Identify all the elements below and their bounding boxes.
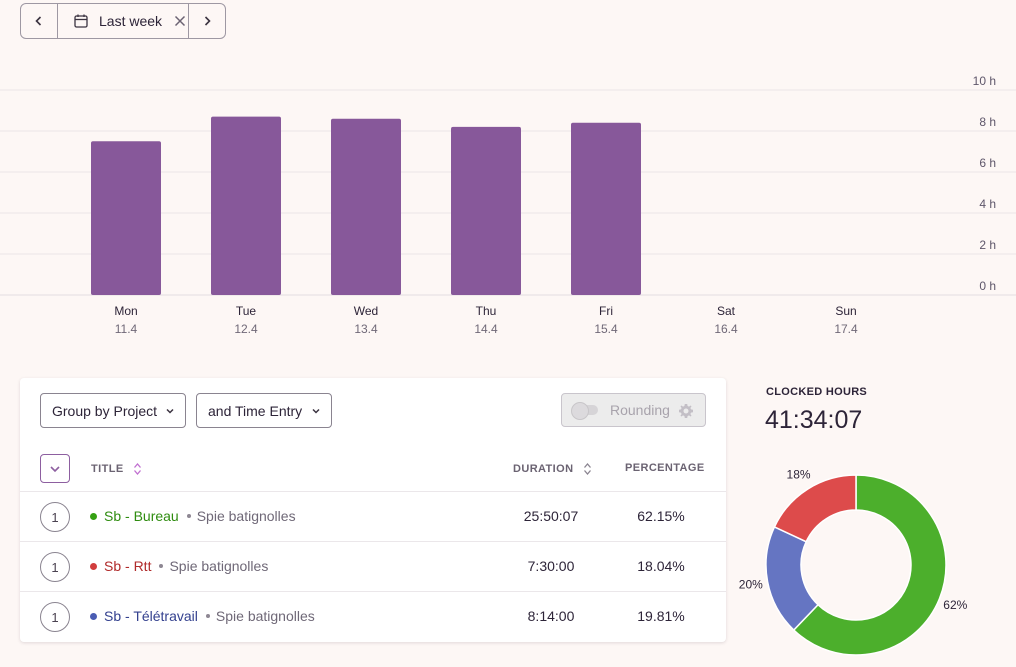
duration-cell: 7:30:00: [527, 558, 575, 574]
table-row[interactable]: 1 Sb - Rtt Spie batignolles 7:30:00 18.0…: [20, 542, 726, 592]
duration-column-header[interactable]: DURATION: [513, 462, 592, 476]
percentage-cell: 19.81%: [637, 608, 685, 624]
donut-slice[interactable]: [792, 474, 947, 656]
title-column-header[interactable]: TITLE: [91, 462, 142, 476]
bar-thu[interactable]: [451, 126, 521, 296]
separator-dot: [205, 614, 210, 618]
x-tick-label: Sun: [835, 304, 856, 318]
close-icon[interactable]: [174, 15, 186, 27]
percentage-cell: 18.04%: [637, 558, 685, 574]
report-table-card: Group by Project and Time Entry Rounding…: [20, 378, 726, 642]
x-tick-label: Tue: [236, 304, 257, 318]
x-date-label: 14.4: [474, 322, 498, 336]
x-tick-label: Mon: [114, 304, 137, 318]
bar-tue[interactable]: [211, 116, 281, 296]
chevron-down-icon: [50, 465, 60, 472]
y-tick-label: 2 h: [979, 238, 996, 252]
y-tick-label: 0 h: [979, 279, 996, 293]
table-row[interactable]: 1 Sb - Télétravail Spie batignolles 8:14…: [20, 592, 726, 642]
rounding-control[interactable]: Rounding: [561, 393, 706, 427]
bar-fri[interactable]: [571, 122, 641, 295]
project-color-dot: [90, 612, 97, 620]
daily-hours-bar-chart: 0 h 2 h 4 h 6 h 8 h 10 h Mon 11.4 Tue 12.4 Wed 13.4…: [0, 74, 1016, 336]
x-tick-label: Sat: [717, 304, 736, 318]
collapse-all-button[interactable]: [40, 454, 70, 483]
project-name: Sb - Télétravail: [104, 608, 198, 624]
client-name: Spie batignolles: [215, 608, 315, 624]
row-title: Sb - Rtt Spie batignolles: [90, 558, 268, 574]
entry-count-badge: 1: [40, 552, 70, 582]
row-title: Sb - Bureau Spie batignolles: [90, 508, 296, 524]
duration-cell: 25:50:07: [523, 508, 579, 524]
then-by-select[interactable]: and Time Entry: [196, 393, 332, 428]
row-title: Sb - Télétravail Spie batignolles: [90, 608, 315, 624]
date-range-field[interactable]: Last week: [57, 4, 189, 38]
x-tick-label: Thu: [476, 304, 497, 318]
group-by-label: Group by Project: [52, 402, 158, 419]
donut-slice[interactable]: [773, 474, 857, 543]
separator-dot: [159, 564, 164, 568]
chevron-right-icon: [204, 16, 211, 26]
entry-count-badge: 1: [40, 602, 70, 632]
gear-icon[interactable]: [678, 403, 694, 419]
project-name: Sb - Bureau: [104, 508, 179, 524]
previous-period-button[interactable]: [21, 4, 57, 38]
donut-slice-label: 18%: [787, 468, 811, 482]
date-range-label: Last week: [99, 13, 163, 29]
x-date-label: 11.4: [115, 322, 138, 336]
y-tick-label: 8 h: [979, 115, 996, 129]
sort-icon: [134, 463, 142, 475]
donut-slice-label: 20%: [739, 578, 763, 592]
x-date-label: 12.4: [234, 322, 258, 336]
group-by-select[interactable]: Group by Project: [40, 393, 186, 428]
donut-slice-label: 62%: [943, 598, 967, 612]
chevron-down-icon: [166, 408, 174, 414]
x-date-label: 16.4: [714, 322, 738, 336]
percentage-cell: 62.15%: [637, 508, 685, 524]
rounding-toggle[interactable]: [571, 402, 598, 420]
y-tick-label: 6 h: [979, 156, 996, 170]
calendar-icon: [73, 13, 89, 29]
client-name: Spie batignolles: [196, 508, 296, 524]
bar-mon[interactable]: [91, 141, 161, 295]
project-color-dot: [90, 562, 97, 570]
x-date-label: 13.4: [354, 322, 378, 336]
x-tick-label: Fri: [599, 304, 613, 318]
date-range-picker: Last week: [20, 3, 226, 39]
project-share-donut-chart: 62% 20% 18%: [739, 468, 968, 656]
next-period-button[interactable]: [189, 4, 225, 38]
x-date-label: 15.4: [594, 322, 618, 336]
x-tick-label: Wed: [354, 304, 378, 318]
clocked-hours-label: CLOCKED HOURS: [766, 386, 868, 398]
entry-count-badge: 1: [40, 502, 70, 532]
client-name: Spie batignolles: [169, 558, 269, 574]
table-row[interactable]: 1 Sb - Bureau Spie batignolles 25:50:07 …: [20, 492, 726, 542]
y-tick-label: 10 h: [973, 74, 996, 88]
percentage-column-header: PERCENTAGE: [625, 462, 705, 474]
table-header: TITLE DURATION PERCENTAGE: [20, 452, 726, 492]
clocked-hours-value: 41:34:07: [765, 406, 863, 434]
project-name: Sb - Rtt: [104, 558, 152, 574]
chevron-down-icon: [312, 408, 320, 414]
project-color-dot: [90, 512, 97, 520]
separator-dot: [186, 514, 191, 518]
duration-cell: 8:14:00: [527, 608, 575, 624]
rounding-label: Rounding: [610, 402, 670, 418]
sort-icon: [583, 463, 591, 475]
chevron-left-icon: [35, 16, 42, 26]
then-by-label: and Time Entry: [208, 402, 303, 419]
bar-wed[interactable]: [331, 118, 401, 295]
y-tick-label: 4 h: [979, 197, 996, 211]
x-date-label: 17.4: [834, 322, 858, 336]
